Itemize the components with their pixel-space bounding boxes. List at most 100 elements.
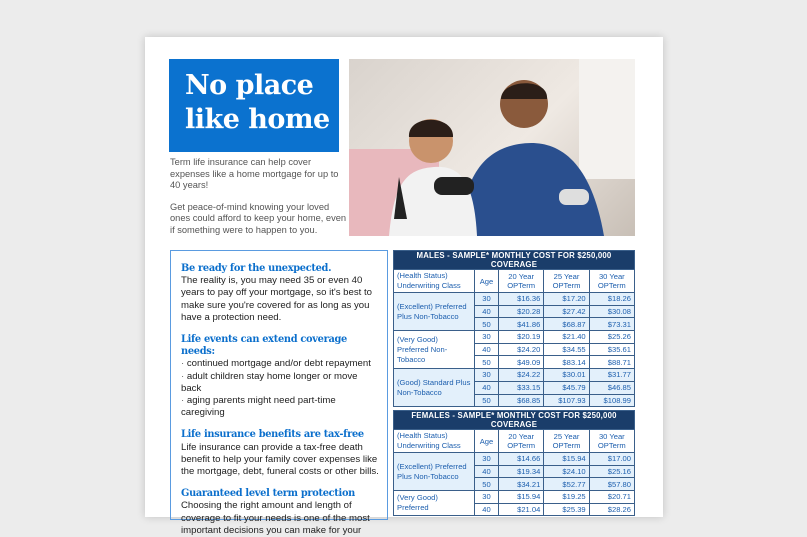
- rate-cell: $46.85: [588, 380, 636, 395]
- column-header: 20 Year OPTerm: [497, 269, 545, 293]
- column-header: Age: [474, 269, 499, 293]
- rate-cell: $68.87: [543, 317, 590, 332]
- rate-cell: $19.25: [543, 490, 590, 504]
- age-cell: 50: [474, 477, 499, 492]
- table-caption: FEMALES - SAMPLE* MONTHLY COST FOR $250,…: [393, 410, 635, 430]
- rate-cell: $27.42: [543, 304, 590, 319]
- section-body: Life insurance can provide a tax-free de…: [181, 441, 379, 478]
- table-row: (Good) Standard Plus Non-Tobacco 30 $24.22…: [393, 368, 636, 408]
- age-cell: 30: [474, 368, 499, 382]
- column-header: 25 Year OPTerm: [543, 429, 590, 453]
- intro: Term life insurance can help cover expen…: [170, 157, 350, 246]
- males-rate-table: MALES - SAMPLE* MONTHLY COST FOR $250,00…: [393, 250, 636, 408]
- rate-cell: $45.79: [543, 380, 590, 395]
- table-row: (Excellent) Preferred Plus Non-Tobacco 30…: [393, 291, 636, 332]
- rate-cell: $34.55: [543, 342, 590, 357]
- rate-cell: $15.94: [497, 490, 545, 504]
- age-cell: 40: [474, 464, 499, 479]
- age-cell: 50: [474, 317, 499, 332]
- column-header: 30 Year OPTerm: [588, 429, 636, 453]
- age-cell: 30: [474, 490, 499, 504]
- page-title: No place like home: [169, 59, 339, 152]
- rate-cell: $21.40: [543, 330, 590, 344]
- rate-cell: $20.71: [588, 490, 636, 504]
- rate-cell: $83.14: [543, 355, 590, 370]
- underwriting-class: (Good) Standard Plus Non-Tobacco: [393, 368, 475, 408]
- section-heading: Life events can extend coverage needs:: [181, 334, 347, 358]
- rate-cell: $25.16: [588, 464, 636, 479]
- intro-text: Get peace-of-mind knowing your loved one…: [170, 201, 347, 235]
- underwriting-class: (Excellent) Preferred Plus Non-Tobacco: [393, 451, 475, 492]
- age-cell: 30: [474, 330, 499, 344]
- rate-cell: $30.08: [588, 304, 636, 319]
- rate-cell: $30.01: [543, 368, 590, 382]
- rate-cell: $73.31: [588, 317, 636, 332]
- age-cell: 50: [474, 393, 499, 408]
- rate-cell: $49.09: [497, 355, 545, 370]
- underwriting-class: (Very Good) Preferred Non-Tobacco: [393, 330, 475, 370]
- bullet-item: aging parents might need part-time careg…: [181, 395, 379, 419]
- section-heading: Be ready for the unexpected.: [181, 263, 332, 274]
- age-cell: 30: [474, 452, 499, 466]
- rate-cell: $41.86: [497, 317, 545, 332]
- age-cell: 30: [474, 292, 499, 306]
- rate-cell: $24.10: [543, 464, 590, 479]
- family-photo: [349, 59, 635, 236]
- females-rate-table: FEMALES - SAMPLE* MONTHLY COST FOR $250,…: [393, 410, 636, 517]
- father-son-gaming-image: [349, 59, 635, 236]
- rate-cell: $24.20: [497, 342, 545, 357]
- underwriting-class: (Excellent) Preferred Plus Non-Tobacco: [393, 291, 475, 332]
- age-cell: 40: [474, 380, 499, 395]
- bullet-item: adult children stay home longer or move …: [181, 371, 379, 395]
- rate-cell: $20.19: [497, 330, 545, 344]
- column-header: (Health Status) Underwriting Class: [393, 269, 475, 293]
- table-row: (Very Good) Preferred 30 $15.94 $19.25 $20.7…: [393, 490, 636, 517]
- intro-text: Term life insurance can help cover expen…: [170, 157, 339, 190]
- rate-cell: $25.39: [543, 502, 590, 517]
- underwriting-class: (Very Good) Preferred: [393, 490, 475, 517]
- table-row: 40 $20.28 $27.42 $30.08: [394, 304, 636, 319]
- rate-cell: $34.21: [497, 477, 545, 492]
- age-cell: 50: [474, 355, 499, 370]
- column-header: 20 Year OPTerm: [497, 429, 545, 453]
- bullet-item: continued mortgage and/or debt repayment: [181, 358, 379, 370]
- rate-cell: $88.71: [588, 355, 636, 370]
- rate-cell: $108.99: [588, 393, 636, 408]
- rate-cell: $28.26: [588, 502, 636, 517]
- table-row: 50 $68.85 $107.93 $108.99: [394, 393, 636, 408]
- rate-cell: $16.36: [497, 292, 545, 306]
- rate-cell: $57.80: [588, 477, 636, 492]
- section-body: The reality is, you may need 35 or even …: [181, 275, 372, 323]
- rate-cell: $18.26: [588, 292, 636, 306]
- section-heading: Life insurance benefits are tax-free: [181, 429, 364, 441]
- column-header: Age: [474, 429, 499, 453]
- rate-cell: $15.94: [543, 452, 590, 466]
- rate-cell: $17.20: [543, 292, 590, 306]
- rate-cell: $19.34: [497, 464, 545, 479]
- table-caption: MALES - SAMPLE* MONTHLY COST FOR $250,00…: [393, 250, 635, 270]
- rate-cell: $17.00: [588, 452, 636, 466]
- column-header: 30 Year OPTerm: [588, 269, 636, 293]
- rate-cell: $21.04: [497, 502, 545, 517]
- age-cell: 40: [474, 304, 499, 319]
- bullet-list: continued mortgage and/or debt repayment…: [181, 358, 379, 419]
- rate-cell: $14.66: [497, 452, 545, 466]
- rate-cell: $107.93: [543, 393, 590, 408]
- age-cell: 40: [474, 502, 499, 517]
- rate-cell: $25.26: [588, 330, 636, 344]
- rate-cell: $24.22: [497, 368, 545, 382]
- rate-cell: $20.28: [497, 304, 545, 319]
- rate-cell: $31.77: [588, 368, 636, 382]
- rate-cell: $68.85: [497, 393, 545, 408]
- column-header: (Health Status) Underwriting Class: [393, 429, 475, 453]
- info-box: Be ready for the unexpected. The reality…: [170, 250, 388, 536]
- rate-cell: $35.61: [588, 342, 636, 357]
- age-cell: 40: [474, 342, 499, 357]
- table-row: (Very Good) Preferred Non-Tobacco 30 $20.1…: [393, 330, 636, 370]
- column-header: 25 Year OPTerm: [543, 269, 590, 293]
- rate-cell: $33.15: [497, 380, 545, 395]
- rate-cell: $52.77: [543, 477, 590, 492]
- section-heading: Guaranteed level term protection: [181, 488, 356, 500]
- section-body: Choosing the right amount and length of …: [181, 500, 370, 536]
- table-row: (Excellent) Preferred Plus Non-Tobacco 30…: [393, 451, 636, 492]
